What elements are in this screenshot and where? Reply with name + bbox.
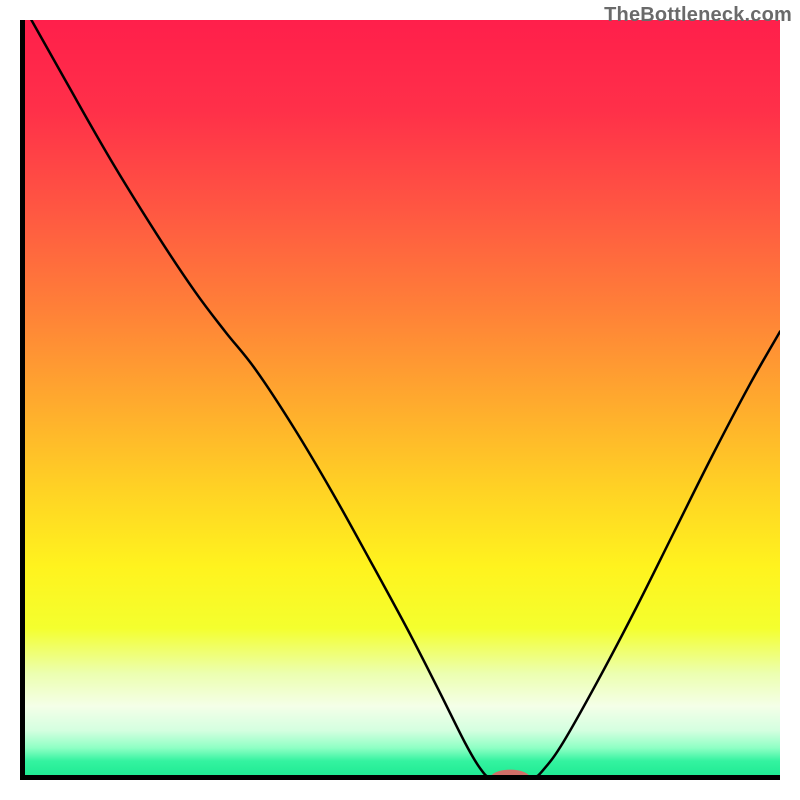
bottleneck-chart: TheBottleneck.com [0, 0, 800, 800]
watermark-text: TheBottleneck.com [604, 4, 792, 27]
chart-background [20, 20, 780, 780]
chart-svg [0, 0, 800, 800]
